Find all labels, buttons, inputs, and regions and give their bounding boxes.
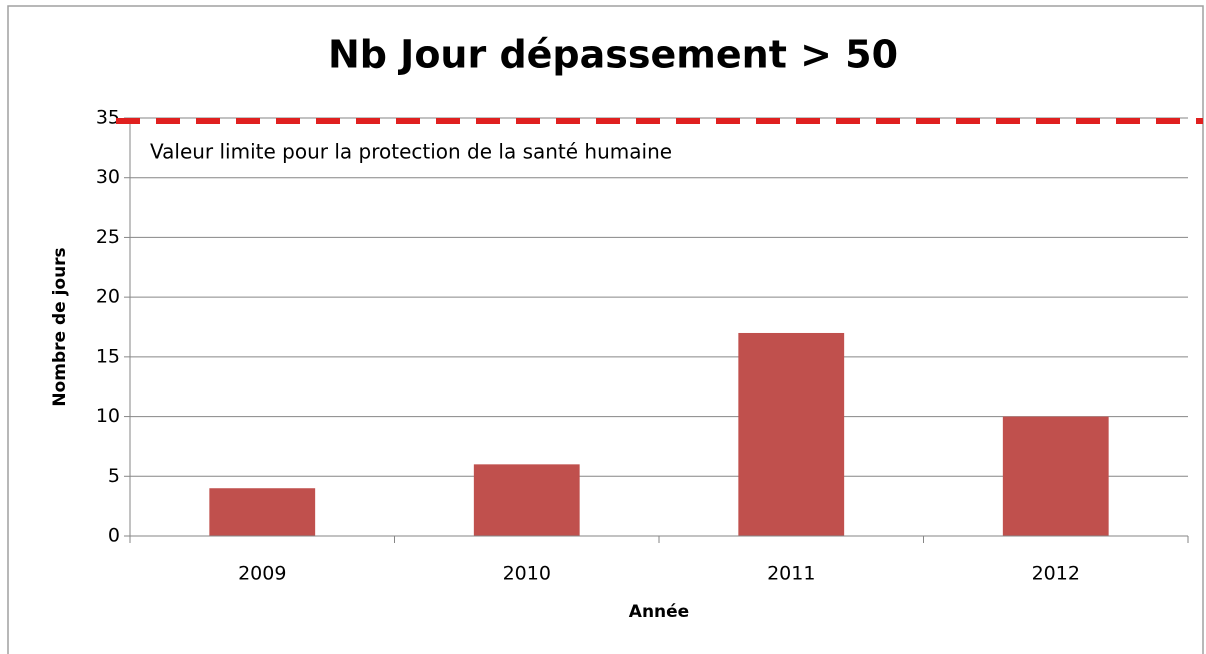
chart-title: Nb Jour dépassement > 50 [328, 33, 898, 77]
y-tick-label: 20 [96, 286, 120, 308]
y-tick-label: 30 [96, 166, 120, 188]
y-tick-label: 0 [108, 525, 120, 547]
y-tick-label: 15 [96, 345, 120, 367]
bar [209, 488, 316, 536]
y-tick-label: 25 [96, 226, 120, 248]
reference-label: Valeur limite pour la protection de la s… [150, 140, 672, 164]
bar [473, 464, 580, 536]
chart-frame [7, 5, 1204, 654]
x-tick-label: 2011 [767, 563, 815, 585]
x-tick-label: 2012 [1032, 563, 1080, 585]
x-tick-label: 2010 [503, 563, 551, 585]
y-tick-label: 10 [96, 405, 120, 427]
y-tick-label: 35 [96, 107, 120, 129]
x-axis-title: Année [629, 602, 689, 622]
bar [738, 332, 845, 536]
y-tick-label: 5 [108, 465, 120, 487]
bar [1002, 416, 1109, 536]
y-axis-title: Nombre de jours [50, 247, 70, 406]
x-tick-label: 2009 [238, 563, 286, 585]
